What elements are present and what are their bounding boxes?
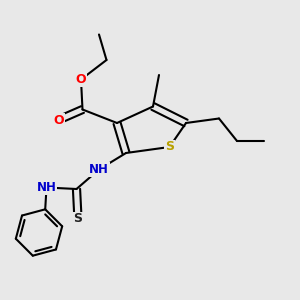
Text: O: O — [53, 113, 64, 127]
Text: NH: NH — [37, 181, 56, 194]
Text: S: S — [74, 212, 82, 226]
Text: O: O — [76, 73, 86, 86]
Text: NH: NH — [89, 163, 109, 176]
Text: S: S — [165, 140, 174, 154]
